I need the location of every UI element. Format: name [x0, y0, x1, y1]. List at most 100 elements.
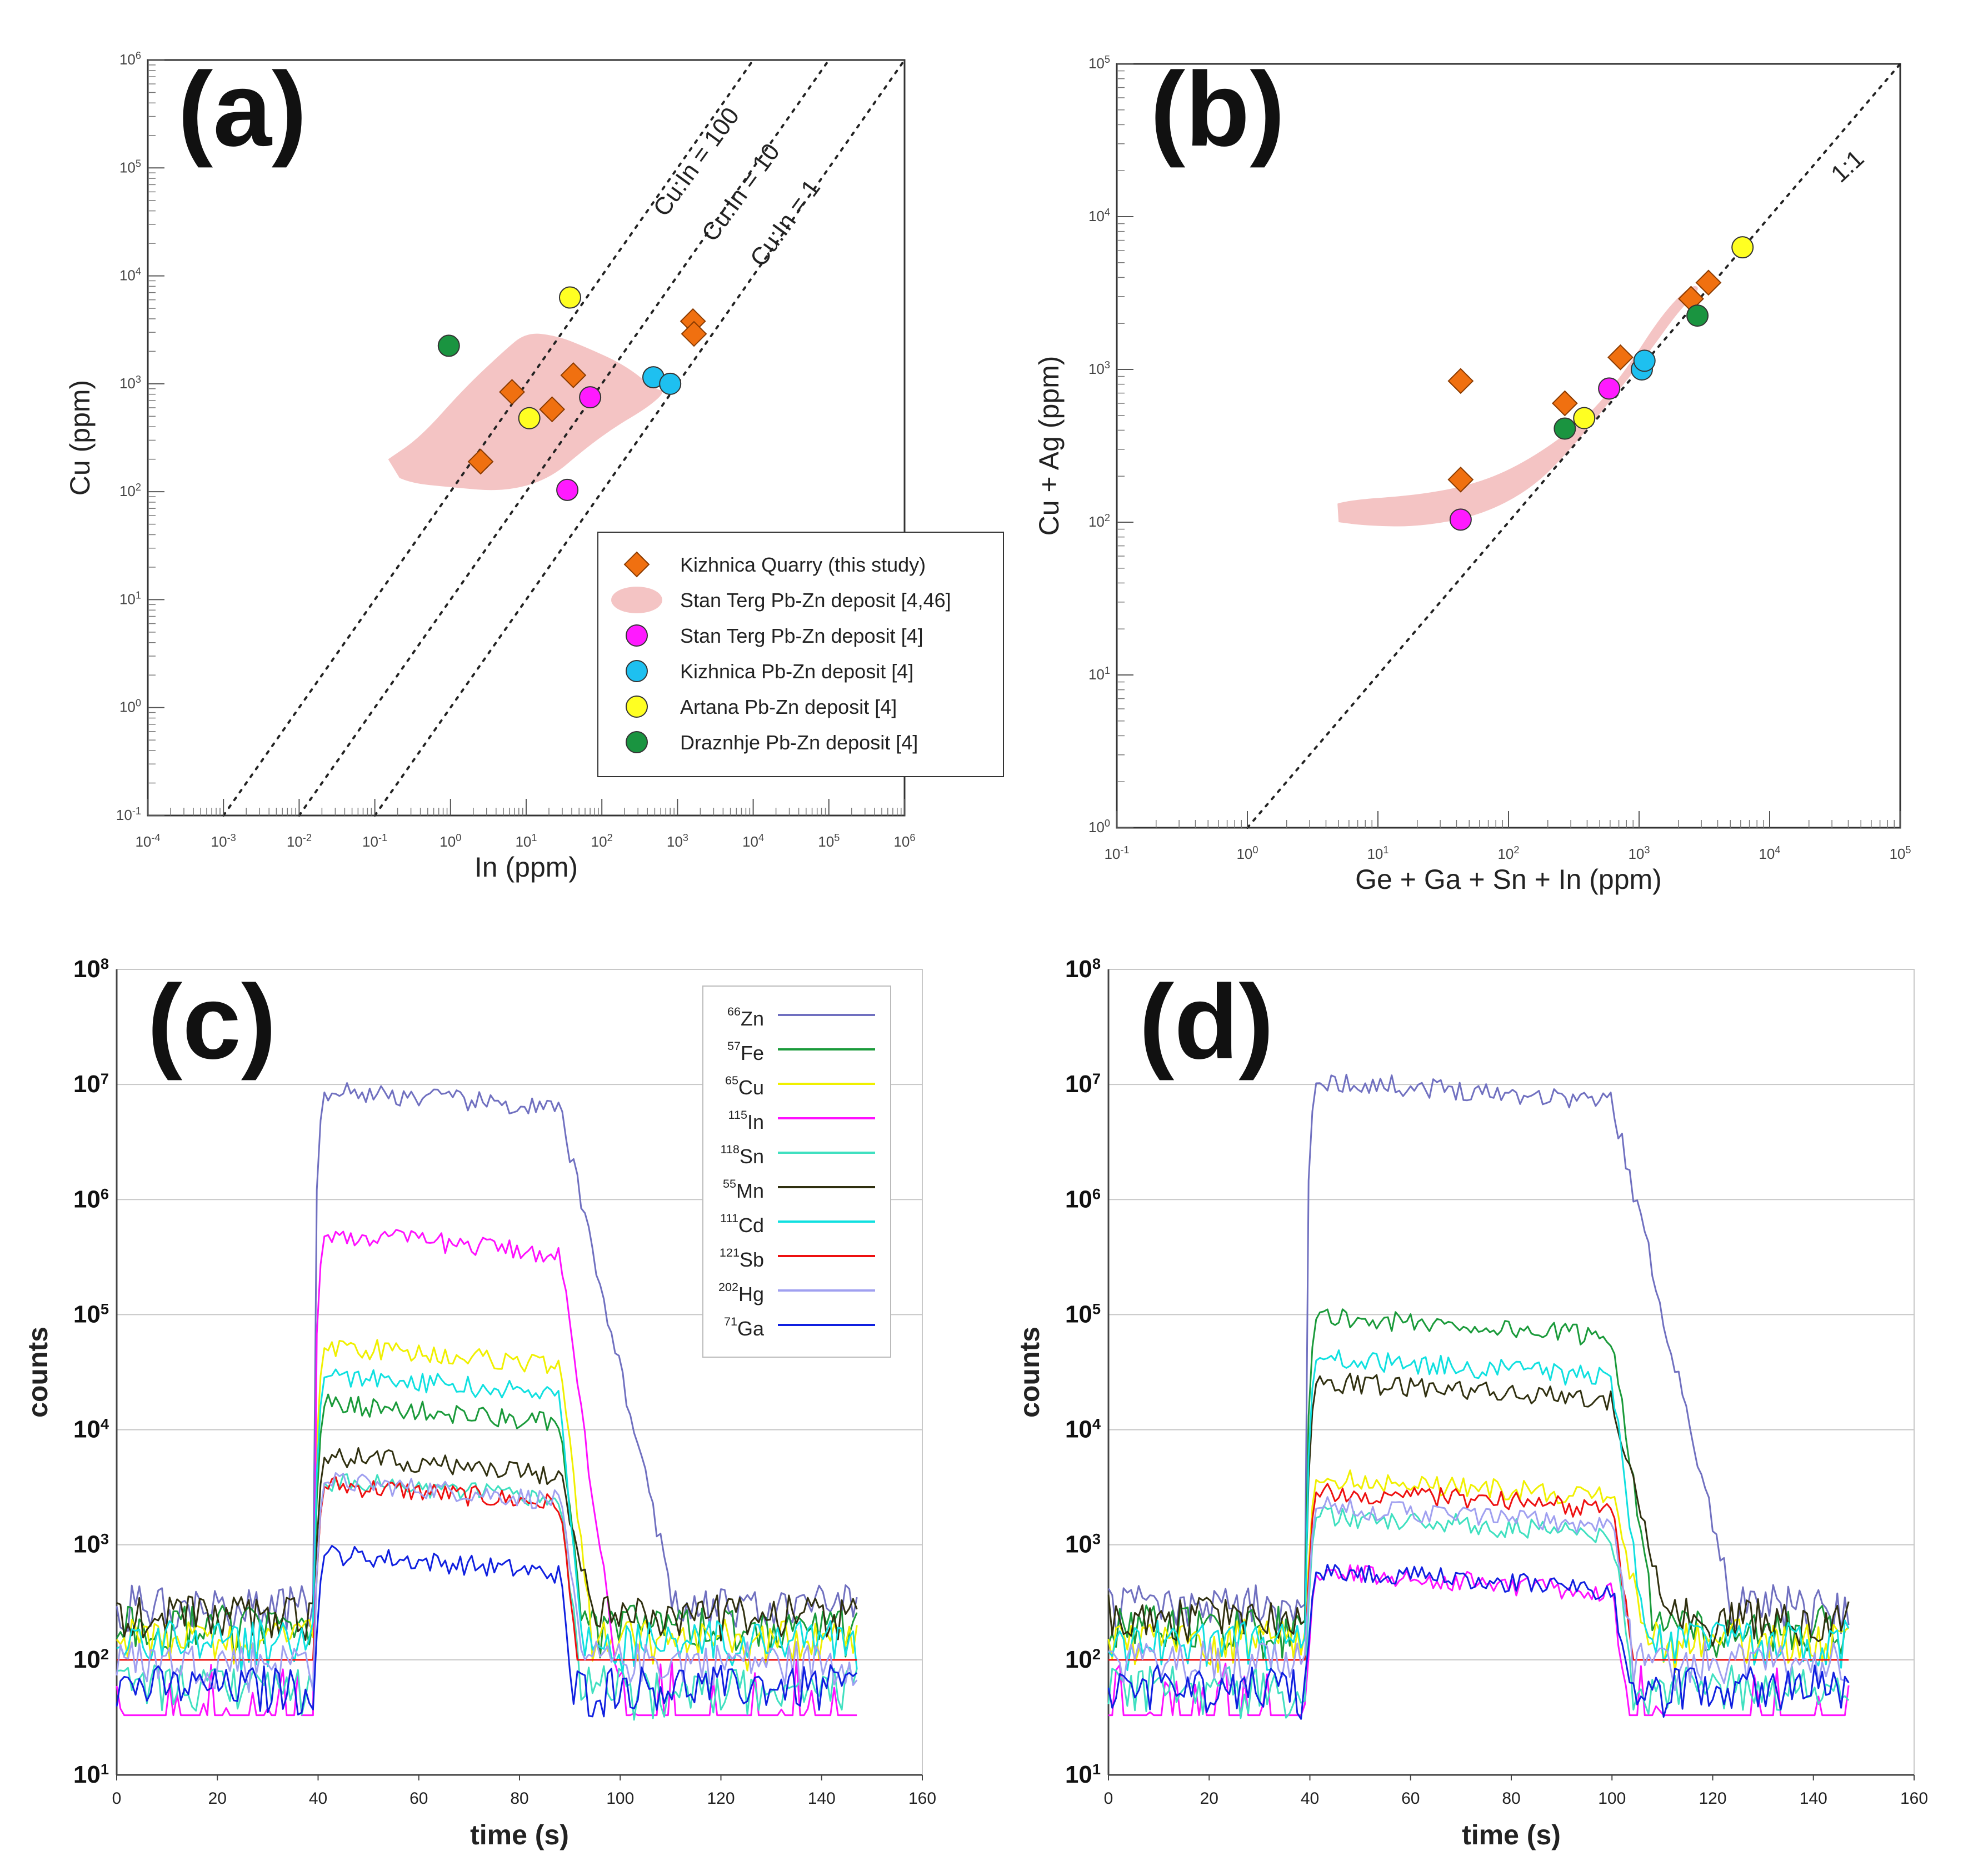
- legend-marker: [623, 551, 650, 578]
- legend-box: [702, 985, 891, 1358]
- legend-label: 118Sn: [721, 1142, 764, 1168]
- series-line-57Fe: [116, 1393, 858, 1659]
- series-line-71Ga: [1107, 1564, 1850, 1720]
- y-tick-label: 100: [1088, 818, 1110, 836]
- x-tick-label: 80: [1502, 1789, 1520, 1808]
- legend-marker: [626, 731, 648, 753]
- legend-label: 202Hg: [718, 1280, 764, 1305]
- x-tick-label: 101: [515, 832, 537, 850]
- legend-marker: [626, 624, 648, 647]
- data-point: [1598, 377, 1621, 400]
- x-tick-label: 60: [409, 1789, 428, 1808]
- x-tick-label: 10-1: [1104, 844, 1129, 862]
- y-tick-label: 104: [73, 1415, 109, 1443]
- x-tick-label: 100: [606, 1789, 634, 1808]
- data-point: [558, 286, 581, 309]
- legend-label: 55Mn: [723, 1177, 764, 1202]
- legend-box: [597, 532, 1004, 777]
- panel-letter: (a): [178, 51, 307, 168]
- x-tick-label: 20: [208, 1789, 227, 1808]
- legend-label: 65Cu: [725, 1073, 764, 1099]
- legend-label: 111Cd: [720, 1211, 764, 1237]
- data-point: [499, 379, 525, 405]
- x-tick-label: 120: [1699, 1789, 1726, 1808]
- legend-marker: [611, 587, 662, 613]
- data-point: [1695, 269, 1722, 296]
- legend-label: 71Ga: [724, 1314, 765, 1340]
- legend-label: 57Fe: [727, 1039, 764, 1064]
- y-axis-title: counts: [22, 1327, 53, 1418]
- reference-line: [373, 59, 906, 817]
- series-line-115In: [1108, 1564, 1850, 1717]
- data-point: [1447, 466, 1474, 493]
- x-tick-label: 10-1: [362, 832, 387, 850]
- y-tick-label: 107: [1065, 1070, 1101, 1098]
- y-tick-label: 103: [119, 374, 141, 392]
- reference-line: [298, 59, 830, 817]
- x-tick-label: 105: [818, 832, 840, 850]
- y-tick-label: 106: [119, 50, 141, 68]
- y-tick-label: 104: [119, 266, 141, 284]
- data-point: [539, 396, 566, 423]
- panel-letter: (b): [1150, 51, 1285, 168]
- data-point: [556, 478, 579, 501]
- x-tick-label: 104: [1759, 844, 1780, 862]
- x-tick-label: 105: [1889, 844, 1911, 862]
- x-tick-label: 160: [1900, 1789, 1928, 1808]
- legend-label: Draznhje Pb-Zn deposit [4]: [680, 731, 918, 754]
- y-tick-label: 104: [1065, 1415, 1101, 1443]
- x-axis-title: In (ppm): [474, 852, 578, 883]
- legend-label: Kizhnica Quarry (this study): [680, 553, 926, 576]
- data-point: [659, 372, 682, 395]
- reference-line: [222, 59, 755, 817]
- series-line-65Cu: [116, 1339, 858, 1672]
- series-line-111Cd: [1107, 1349, 1850, 1672]
- panel-b: 10-1 100 101 102 103 104 105 100 101 102 103 104 105…: [1033, 51, 1911, 895]
- legend-label: Kizhnica Pb-Zn deposit [4]: [680, 660, 913, 683]
- y-tick-label: 101: [73, 1760, 109, 1788]
- y-tick-label: 102: [73, 1645, 109, 1673]
- legend-marker: [626, 696, 648, 718]
- y-tick-label: 106: [73, 1185, 109, 1213]
- legend-label: 121Sb: [720, 1245, 764, 1271]
- series-line-202Hg: [116, 1472, 858, 1693]
- x-tick-label: 103: [1628, 844, 1650, 862]
- y-tick-label: 103: [1065, 1530, 1101, 1558]
- y-tick-label: 105: [73, 1300, 109, 1328]
- x-axis-title: time (s): [1462, 1819, 1561, 1850]
- x-tick-label: 106: [893, 832, 915, 850]
- x-tick-label: 101: [1367, 844, 1388, 862]
- y-tick-label: 105: [1065, 1300, 1101, 1328]
- data-point: [1573, 407, 1596, 429]
- x-tick-label: 60: [1401, 1789, 1420, 1808]
- x-tick-label: 100: [1598, 1789, 1626, 1808]
- data-point: [579, 386, 602, 409]
- x-tick-label: 80: [510, 1789, 528, 1808]
- data-point: [467, 448, 494, 475]
- legend-label: Stan Terg Pb-Zn deposit [4,46]: [680, 589, 951, 612]
- x-tick-label: 100: [1236, 844, 1258, 862]
- y-tick-label: 106: [1065, 1185, 1101, 1213]
- y-tick-label: 108: [73, 955, 109, 983]
- x-tick-label: 140: [808, 1789, 836, 1808]
- y-tick-label: 101: [1088, 665, 1110, 683]
- x-tick-label: 10-2: [287, 832, 312, 850]
- panel-c: 0 20 40 60 80 100 120 140 160 101 102 103 104 105 106 1…: [22, 955, 936, 1850]
- series-line-121Sb: [1108, 1483, 1849, 1661]
- panel-d: 0 20 40 60 80 100 120 140 160 101 102 103 104 105 106 1…: [1014, 955, 1928, 1850]
- field-region: [1337, 286, 1698, 527]
- y-tick-label: 10-1: [116, 806, 141, 823]
- y-tick-label: 102: [1065, 1645, 1101, 1673]
- x-tick-label: 103: [667, 832, 688, 850]
- data-point: [1551, 390, 1578, 417]
- y-axis-title: counts: [1014, 1327, 1045, 1418]
- series-line-71Ga: [116, 1545, 858, 1718]
- x-tick-label: 104: [742, 832, 764, 850]
- x-tick-label: 102: [1497, 844, 1519, 862]
- y-tick-label: 108: [1065, 955, 1101, 983]
- y-tick-label: 104: [1088, 207, 1110, 224]
- x-axis-title: Ge + Ga + Sn + In (ppm): [1355, 864, 1662, 895]
- x-tick-label: 160: [908, 1789, 936, 1808]
